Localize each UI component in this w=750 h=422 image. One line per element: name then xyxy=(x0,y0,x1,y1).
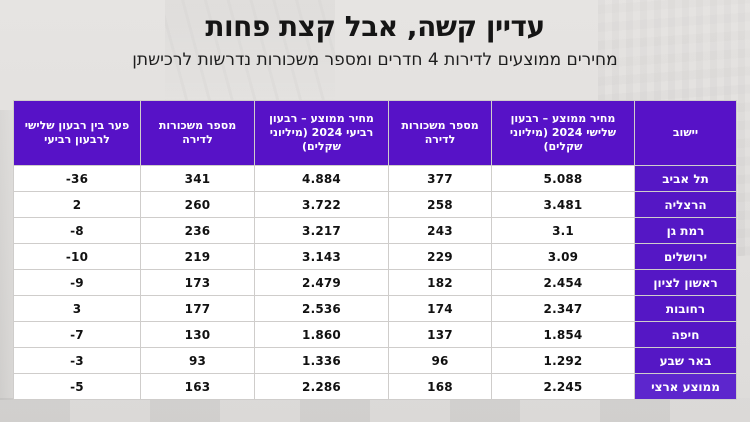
value-cell: 4.884 xyxy=(255,166,388,191)
value-cell: 93 xyxy=(141,348,254,373)
value-cell: 182 xyxy=(389,270,491,295)
value-cell: 174 xyxy=(389,296,491,321)
value-cell: 5.088 xyxy=(492,166,634,191)
value-cell: 341 xyxy=(141,166,254,191)
column-header: מספר משכורות לדירה xyxy=(141,101,254,165)
value-cell: -9 xyxy=(14,270,140,295)
table-row: הרצליה 3.481 258 3.722 260 2 xyxy=(14,192,736,217)
value-cell: 236 xyxy=(141,218,254,243)
table-row: רחובות 2.347 174 2.536 177 3 xyxy=(14,296,736,321)
city-cell: תל אביב xyxy=(635,166,736,191)
value-cell: 2.536 xyxy=(255,296,388,321)
value-cell: 177 xyxy=(141,296,254,321)
table-row: תל אביב 5.088 377 4.884 341 -36 xyxy=(14,166,736,191)
value-cell: 229 xyxy=(389,244,491,269)
table-row: ראשון לציון 2.454 182 2.479 173 -9 xyxy=(14,270,736,295)
value-cell: 219 xyxy=(141,244,254,269)
column-header: מספר משכורות לדירה xyxy=(389,101,491,165)
column-header: פער בין רבעון שלישי לרבעון רביעי xyxy=(14,101,140,165)
value-cell: 2 xyxy=(14,192,140,217)
table-row: ירושלים 3.09 229 3.143 219 -10 xyxy=(14,244,736,269)
page-subtitle: מחירים ממוצעים לדירות 4 חדרים ומספר משכו… xyxy=(132,50,618,70)
value-cell: 1.336 xyxy=(255,348,388,373)
table-row: רמת גן 3.1 243 3.217 236 -8 xyxy=(14,218,736,243)
value-cell: 1.854 xyxy=(492,322,634,347)
data-table: יישוב מחיר ממוצע – רבעון שלישי 2024 (מילי… xyxy=(13,100,737,400)
table-header: יישוב מחיר ממוצע – רבעון שלישי 2024 (מילי… xyxy=(14,101,736,165)
city-cell: רחובות xyxy=(635,296,736,321)
value-cell: 3.722 xyxy=(255,192,388,217)
value-cell: 260 xyxy=(141,192,254,217)
city-cell: חיפה xyxy=(635,322,736,347)
value-cell: 243 xyxy=(389,218,491,243)
value-cell: 2.454 xyxy=(492,270,634,295)
value-cell: -3 xyxy=(14,348,140,373)
column-header: יישוב xyxy=(635,101,736,165)
value-cell: 258 xyxy=(389,192,491,217)
value-cell: 1.860 xyxy=(255,322,388,347)
page-title: עדיין קשה, אבל קצת פחות xyxy=(205,10,545,43)
value-cell: 130 xyxy=(141,322,254,347)
value-cell: -36 xyxy=(14,166,140,191)
value-cell: 168 xyxy=(389,374,491,399)
value-cell: -8 xyxy=(14,218,140,243)
value-cell: -7 xyxy=(14,322,140,347)
table-row: באר שבע 1.292 96 1.336 93 -3 xyxy=(14,348,736,373)
value-cell: 3.481 xyxy=(492,192,634,217)
value-cell: 137 xyxy=(389,322,491,347)
value-cell: 173 xyxy=(141,270,254,295)
table-row: ממוצע ארצי 2.245 168 2.286 163 -5 xyxy=(14,374,736,399)
value-cell: 2.286 xyxy=(255,374,388,399)
column-header: מחיר ממוצע – רבעון רביעי 2024 (מיליוני ש… xyxy=(255,101,388,165)
value-cell: 3 xyxy=(14,296,140,321)
value-cell: 163 xyxy=(141,374,254,399)
city-cell: באר שבע xyxy=(635,348,736,373)
value-cell: 96 xyxy=(389,348,491,373)
value-cell: -10 xyxy=(14,244,140,269)
value-cell: 2.347 xyxy=(492,296,634,321)
city-cell: הרצליה xyxy=(635,192,736,217)
value-cell: 1.292 xyxy=(492,348,634,373)
value-cell: -5 xyxy=(14,374,140,399)
value-cell: 3.1 xyxy=(492,218,634,243)
table-row: חיפה 1.854 137 1.860 130 -7 xyxy=(14,322,736,347)
value-cell: 2.479 xyxy=(255,270,388,295)
city-cell: ממוצע ארצי xyxy=(635,374,736,399)
value-cell: 3.143 xyxy=(255,244,388,269)
column-header: מחיר ממוצע – רבעון שלישי 2024 (מיליוני ש… xyxy=(492,101,634,165)
value-cell: 377 xyxy=(389,166,491,191)
value-cell: 3.09 xyxy=(492,244,634,269)
value-cell: 2.245 xyxy=(492,374,634,399)
value-cell: 3.217 xyxy=(255,218,388,243)
city-cell: ירושלים xyxy=(635,244,736,269)
city-cell: ראשון לציון xyxy=(635,270,736,295)
city-cell: רמת גן xyxy=(635,218,736,243)
